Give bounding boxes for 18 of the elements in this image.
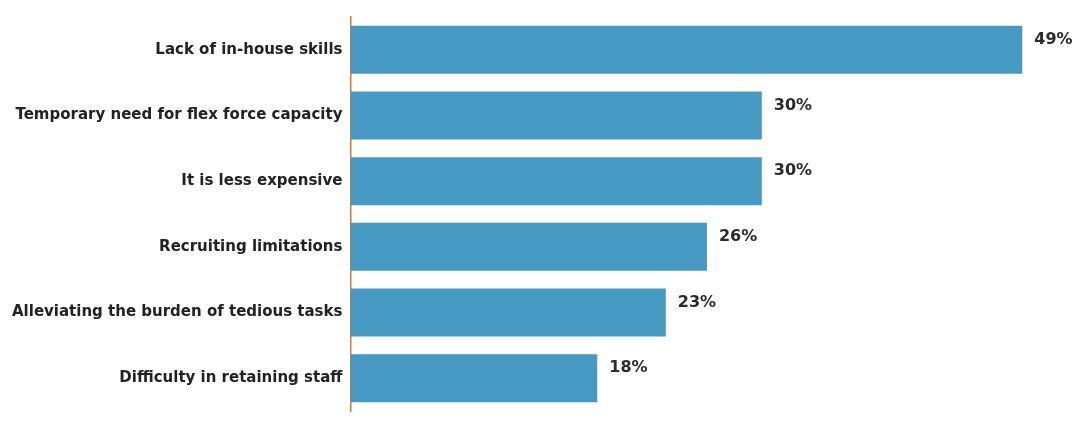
bar [350, 288, 666, 337]
bar [350, 222, 707, 271]
y-tick-label: Recruiting limitations [159, 236, 343, 255]
data-label: 30% [773, 94, 813, 114]
data-label: 26% [718, 225, 758, 245]
bar [350, 354, 598, 403]
y-tick-label: It is less expensive [181, 171, 343, 190]
y-tick-label: Lack of in-house skills [155, 39, 343, 58]
data-label: 49% [1034, 28, 1073, 48]
data-label: 23% [677, 291, 717, 311]
bar [350, 25, 1023, 74]
bar [350, 91, 762, 140]
y-tick-label: Difficulty in retaining staff [119, 368, 344, 387]
bar [350, 157, 762, 206]
data-label: 30% [773, 160, 813, 180]
y-tick-label: Alleviating the burden of tedious tasks [11, 302, 343, 321]
y-tick-label: Temporary need for flex force capacity [15, 105, 343, 124]
data-label: 18% [609, 357, 648, 377]
